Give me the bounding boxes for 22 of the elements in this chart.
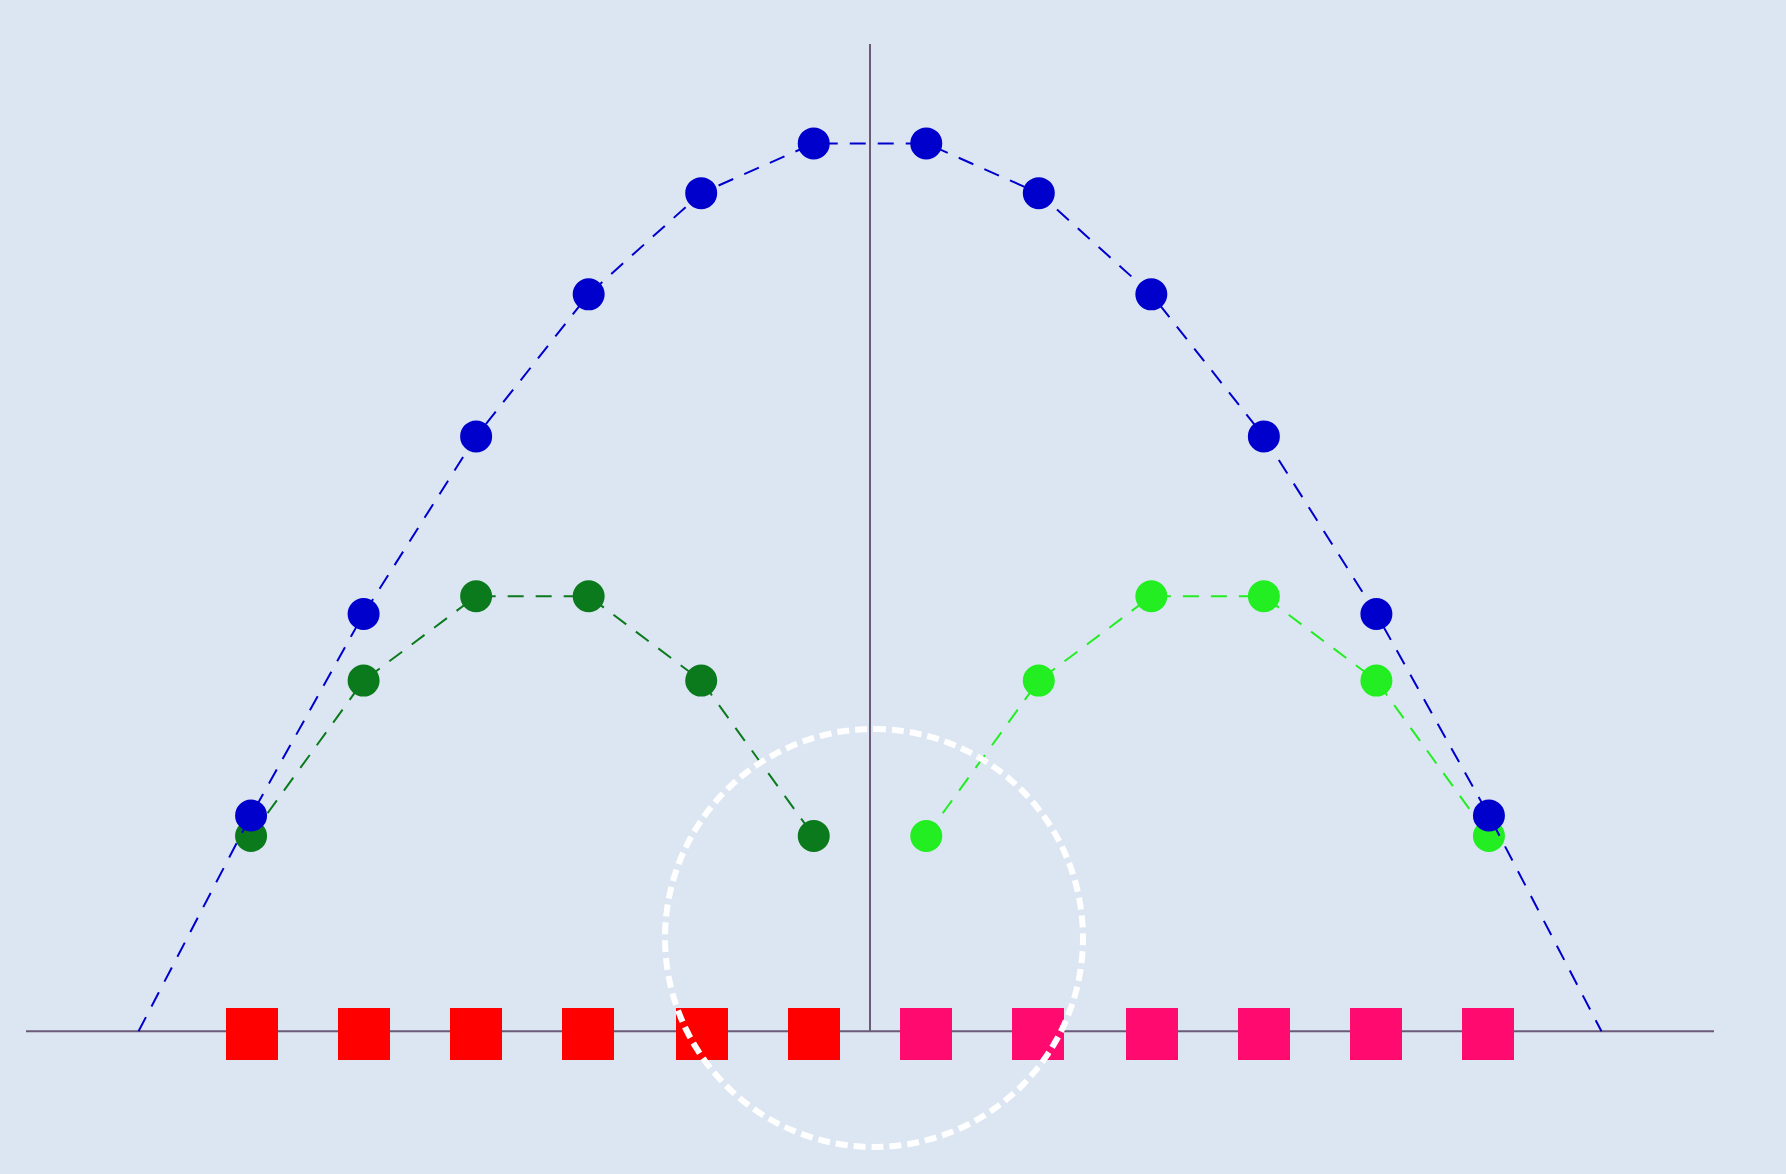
point <box>572 580 605 613</box>
point <box>1135 278 1168 311</box>
point <box>1022 664 1055 697</box>
point <box>572 278 605 311</box>
point <box>347 664 380 697</box>
point <box>1360 598 1393 630</box>
point <box>685 664 718 697</box>
point <box>1360 664 1393 697</box>
point <box>1022 177 1055 210</box>
point <box>1472 799 1505 832</box>
point <box>235 799 268 832</box>
point <box>1135 580 1168 613</box>
point <box>910 127 943 160</box>
point <box>797 127 830 160</box>
point <box>460 420 493 453</box>
point <box>1247 420 1280 453</box>
point <box>1247 580 1280 613</box>
point <box>685 177 718 210</box>
point <box>460 580 493 613</box>
point <box>910 819 943 852</box>
point <box>347 598 380 630</box>
point <box>797 819 830 852</box>
